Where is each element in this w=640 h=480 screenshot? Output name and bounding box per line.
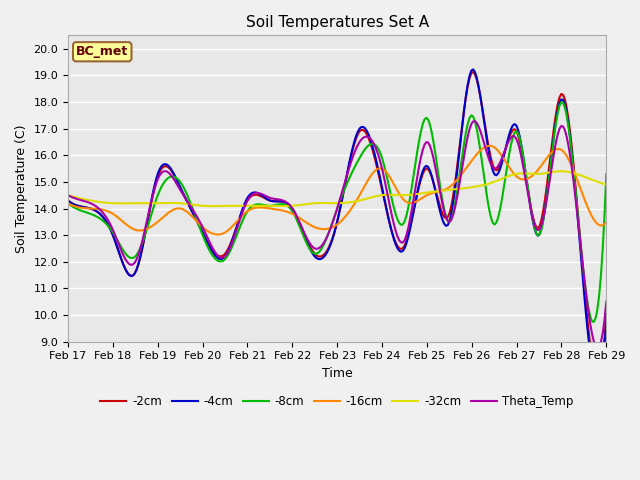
Theta_Temp — [471, 118, 479, 124]
Theta_Temp — [66, 193, 74, 199]
Theta_Temp — [602, 299, 610, 305]
-8cm — [383, 173, 390, 179]
-4cm — [602, 317, 610, 323]
-2cm — [64, 198, 72, 204]
-2cm — [593, 372, 601, 378]
-8cm — [552, 120, 560, 126]
Line: -4cm: -4cm — [68, 70, 606, 384]
Theta_Temp — [520, 165, 527, 171]
-16cm — [522, 177, 529, 182]
Theta_Temp — [593, 346, 601, 351]
Line: Theta_Temp: Theta_Temp — [68, 121, 606, 348]
-8cm — [385, 181, 392, 187]
-16cm — [387, 175, 394, 181]
-4cm — [66, 199, 74, 205]
-2cm — [554, 101, 561, 107]
-8cm — [66, 202, 74, 207]
-32cm — [520, 170, 527, 176]
-4cm — [385, 215, 392, 221]
-2cm — [385, 216, 392, 222]
-32cm — [280, 203, 288, 209]
-32cm — [554, 168, 561, 174]
-16cm — [214, 232, 221, 238]
-2cm — [383, 208, 390, 214]
Theta_Temp — [385, 196, 392, 202]
-8cm — [590, 319, 598, 325]
X-axis label: Time: Time — [322, 367, 353, 380]
Line: -32cm: -32cm — [68, 171, 606, 206]
Line: -8cm: -8cm — [68, 102, 606, 322]
-16cm — [486, 143, 493, 149]
-16cm — [385, 172, 392, 178]
-2cm — [66, 199, 74, 205]
-2cm — [520, 159, 527, 165]
-16cm — [64, 200, 72, 206]
-4cm — [593, 381, 601, 386]
Theta_Temp — [554, 132, 561, 137]
-2cm — [602, 312, 610, 318]
-32cm — [387, 192, 394, 198]
Text: BC_met: BC_met — [76, 45, 129, 58]
-2cm — [394, 243, 401, 249]
-8cm — [518, 144, 525, 150]
-32cm — [602, 181, 610, 187]
-32cm — [557, 168, 565, 174]
-2cm — [469, 69, 477, 75]
-32cm — [396, 192, 403, 198]
Legend: -2cm, -4cm, -8cm, -16cm, -32cm, Theta_Temp: -2cm, -4cm, -8cm, -16cm, -32cm, Theta_Te… — [96, 391, 579, 413]
-4cm — [554, 108, 561, 113]
-16cm — [602, 219, 610, 225]
Title: Soil Temperatures Set A: Soil Temperatures Set A — [246, 15, 429, 30]
-16cm — [396, 191, 403, 197]
Theta_Temp — [394, 234, 401, 240]
Theta_Temp — [383, 187, 390, 193]
Line: -2cm: -2cm — [68, 72, 606, 375]
-4cm — [469, 67, 477, 72]
-32cm — [66, 193, 74, 199]
-16cm — [556, 146, 563, 152]
-16cm — [66, 201, 74, 207]
-8cm — [602, 171, 610, 177]
-4cm — [383, 207, 390, 213]
Y-axis label: Soil Temperature (C): Soil Temperature (C) — [15, 124, 28, 253]
-8cm — [557, 99, 565, 105]
-32cm — [64, 192, 72, 198]
-4cm — [394, 245, 401, 251]
-8cm — [64, 200, 72, 206]
Line: -16cm: -16cm — [68, 146, 606, 235]
-32cm — [385, 192, 392, 198]
-4cm — [520, 156, 527, 162]
Theta_Temp — [64, 192, 72, 198]
-4cm — [64, 198, 72, 204]
-8cm — [394, 216, 401, 222]
